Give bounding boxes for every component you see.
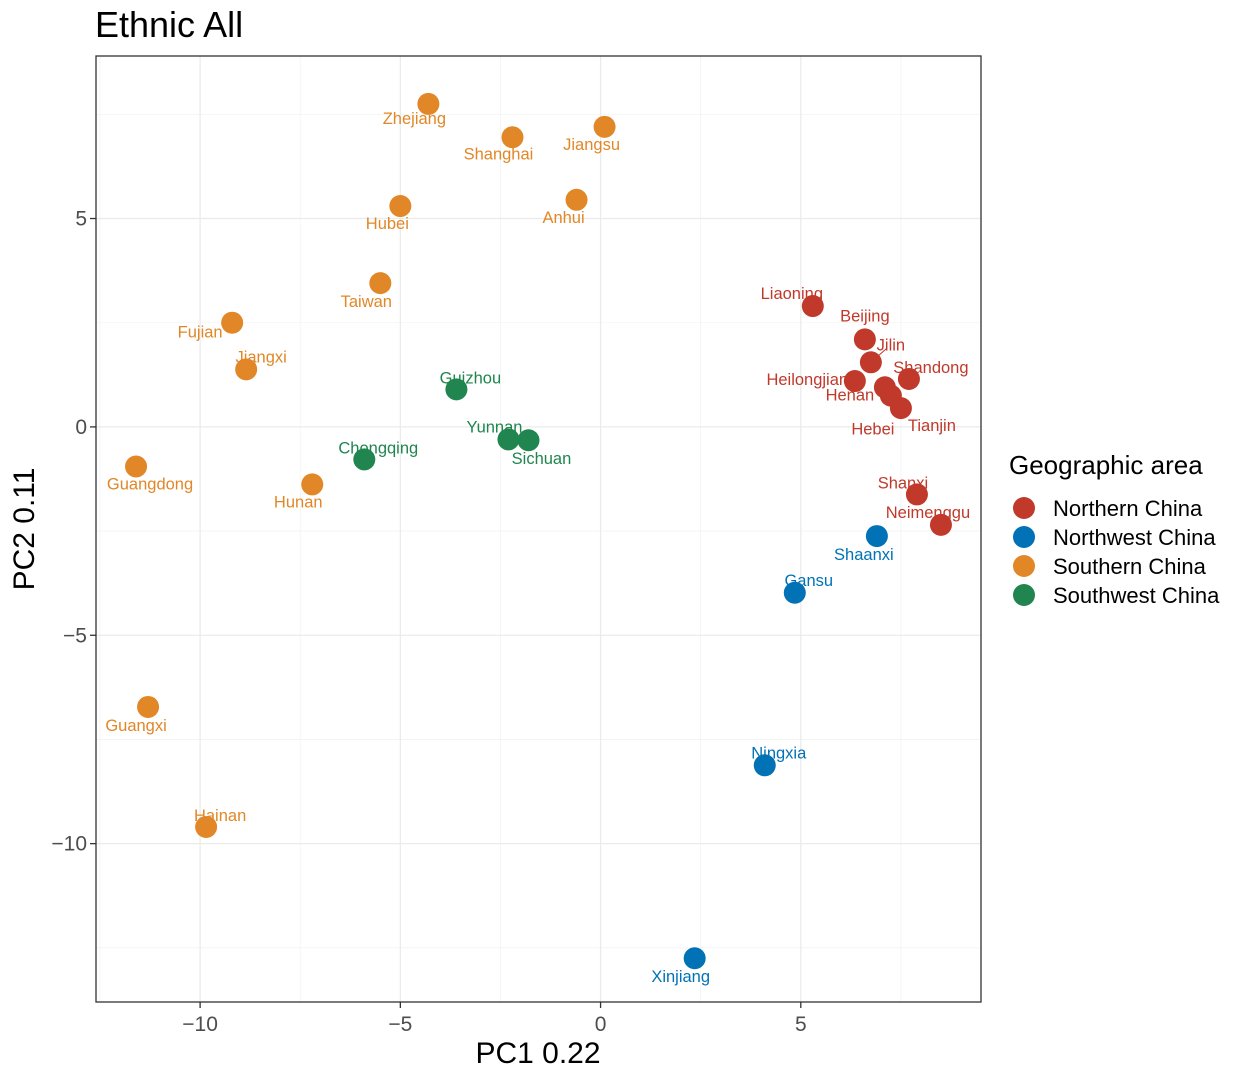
point-hainan xyxy=(195,815,218,838)
point-guizhou xyxy=(445,378,468,401)
point-label-jiangxi: Jiangxi xyxy=(235,348,286,366)
point-ningxia xyxy=(753,754,776,777)
point-label-jilin: Jilin xyxy=(877,336,905,354)
point-guangdong xyxy=(125,455,148,478)
point-hubei xyxy=(389,195,412,218)
legend-entries: Northern China Northwest China Southern Ch… xyxy=(1013,496,1220,608)
point-label-taiwan: Taiwan xyxy=(341,293,392,311)
y-axis-title: PC2 0.11 xyxy=(8,468,41,591)
point-label-chongqing: Chongqing xyxy=(338,439,418,457)
point-label-liaoning: Liaoning xyxy=(761,285,823,303)
point-hunan xyxy=(301,473,324,496)
point-neimenggu xyxy=(929,513,952,536)
x-axis-ticks: −10 −5 0 5 xyxy=(182,1002,807,1036)
legend-label-northwest-china: Northwest China xyxy=(1053,525,1216,550)
point-label-neimenggu: Neimenggu xyxy=(886,504,970,522)
point-guangxi xyxy=(137,695,160,718)
point-shaanxi xyxy=(865,525,888,548)
y-tick-label: 0 xyxy=(75,416,87,439)
legend-label-northern-china: Northern China xyxy=(1053,496,1203,521)
y-axis-ticks: 5 0 −5 −10 xyxy=(51,208,96,856)
point-beijing xyxy=(853,328,876,351)
x-tick-label: −5 xyxy=(388,1013,412,1036)
point-jiangsu xyxy=(593,115,616,138)
point-anhui xyxy=(565,188,588,211)
point-chongqing xyxy=(353,448,376,471)
point-shanghai xyxy=(501,126,524,149)
point-liaoning xyxy=(801,295,824,318)
point-label-zhejiang: Zhejiang xyxy=(383,110,446,128)
point-label-ningxia: Ningxia xyxy=(751,744,807,762)
y-tick-label: 5 xyxy=(75,208,87,231)
legend-label-southwest-china: Southwest China xyxy=(1053,583,1220,608)
point-label-hebei: Hebei xyxy=(851,421,894,439)
x-axis-title: PC1 0.22 xyxy=(475,1037,600,1070)
point-taiwan xyxy=(369,272,392,295)
legend: Geographic area Northern China Northwest … xyxy=(1009,450,1220,608)
point-sichuan xyxy=(517,429,540,452)
y-tick-label: −10 xyxy=(51,833,87,856)
point-label-guizhou: Guizhou xyxy=(440,369,501,387)
point-label-yunnan: Yunnan xyxy=(466,418,522,436)
point-label-jiangsu: Jiangsu xyxy=(563,136,620,154)
point-label-beijing: Beijing xyxy=(840,307,890,325)
point-label-guangxi: Guangxi xyxy=(105,717,166,735)
x-tick-label: 5 xyxy=(795,1013,807,1036)
point-label-gansu: Gansu xyxy=(784,572,833,590)
point-label-heilongjiang: Heilongjiang xyxy=(766,371,857,389)
y-tick-label: −5 xyxy=(63,624,87,647)
chart-title: Ethnic All xyxy=(95,4,243,45)
panel-border xyxy=(95,55,982,1003)
point-yunnan xyxy=(497,428,520,451)
point-shandong xyxy=(897,367,920,390)
grid-lines xyxy=(96,56,981,1002)
point-tianjin xyxy=(889,397,912,420)
point-label-anhui: Anhui xyxy=(542,209,584,227)
point-label-guangdong: Guangdong xyxy=(107,475,193,493)
point-label-tianjin: Tianjin xyxy=(908,417,956,435)
point-heilongjiang xyxy=(843,370,866,393)
point-label-sichuan: Sichuan xyxy=(512,450,572,468)
legend-key-northwest-china xyxy=(1013,526,1035,548)
point-label-hubei: Hubei xyxy=(366,215,409,233)
point-label-xinjiang: Xinjiang xyxy=(651,968,710,986)
point-shanxi xyxy=(905,483,928,506)
panel-background xyxy=(96,56,981,1002)
point-label-fujian: Fujian xyxy=(178,324,223,342)
point-label-shaanxi: Shaanxi xyxy=(834,546,894,564)
x-tick-label: −10 xyxy=(182,1013,218,1036)
point-gansu xyxy=(783,581,806,604)
legend-key-northern-china xyxy=(1013,497,1035,519)
point-labels: Zhejiang Shanghai Jiangsu Hubei Anhui Taiwan F… xyxy=(105,110,970,986)
data-points xyxy=(125,92,952,970)
legend-label-southern-china: Southern China xyxy=(1053,554,1207,579)
legend-title: Geographic area xyxy=(1009,450,1203,480)
point-label-hunan: Hunan xyxy=(274,493,323,511)
point-jiangxi xyxy=(235,358,258,381)
point-xinjiang xyxy=(683,947,706,970)
point-label-hainan: Hainan xyxy=(194,807,246,825)
label-leader-line xyxy=(870,347,888,363)
point-label-shanxi: Shanxi xyxy=(878,474,928,492)
point-label-henan: Henan xyxy=(826,386,875,404)
point-label-shandong: Shandong xyxy=(893,359,968,377)
legend-key-southwest-china xyxy=(1013,584,1035,606)
legend-key-southern-china xyxy=(1013,555,1035,577)
point-zhejiang xyxy=(417,92,440,115)
point-fujian xyxy=(221,311,244,334)
point-label-shanghai: Shanghai xyxy=(464,145,534,163)
x-tick-label: 0 xyxy=(595,1013,607,1036)
